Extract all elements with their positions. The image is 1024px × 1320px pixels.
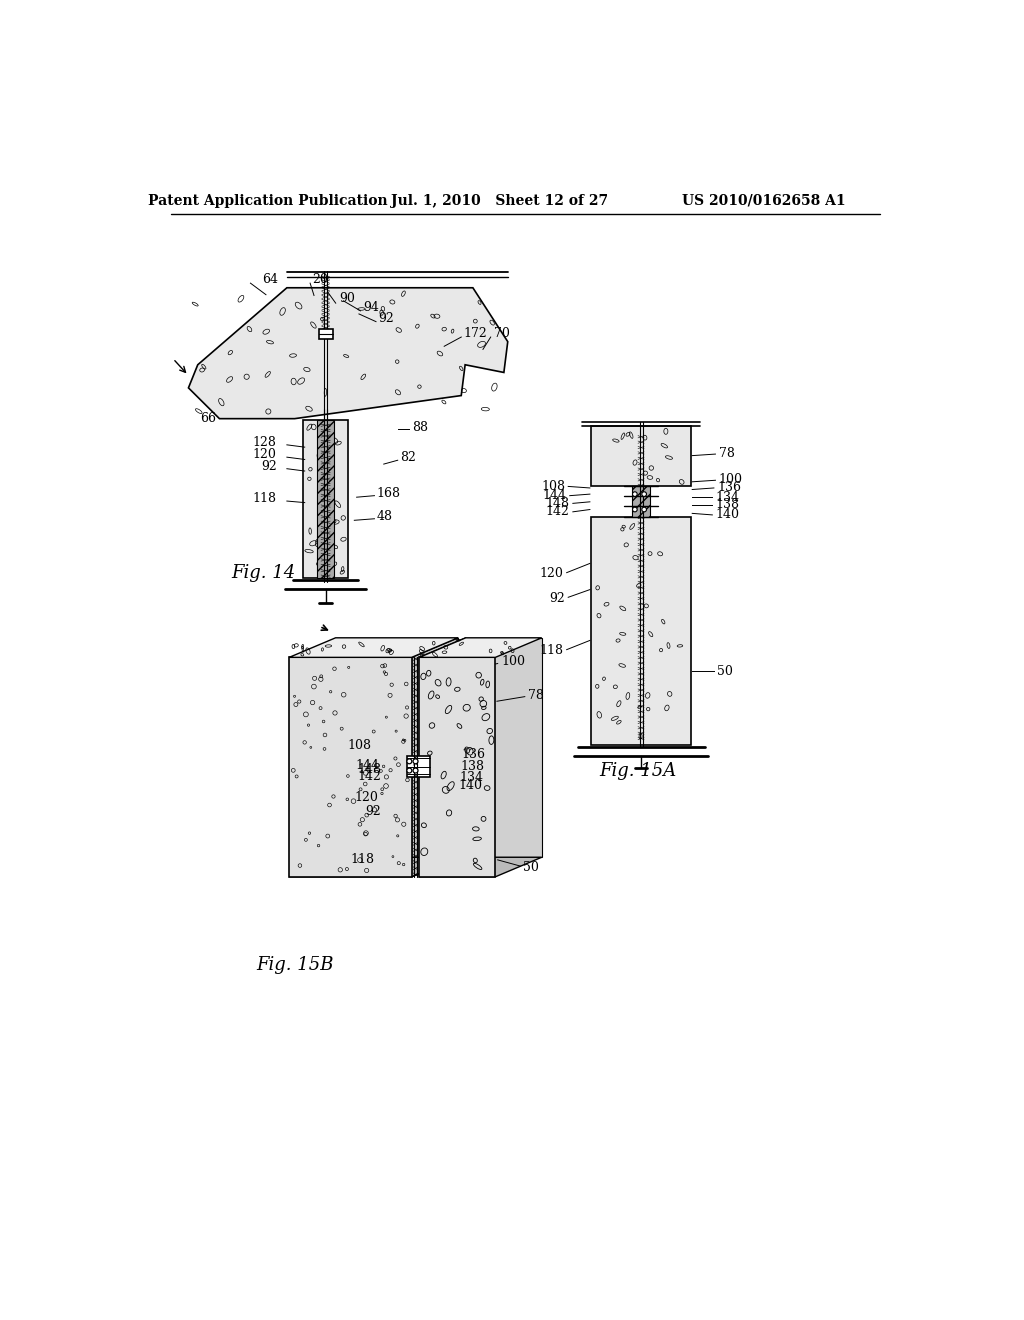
- Polygon shape: [188, 288, 508, 418]
- Polygon shape: [407, 756, 430, 777]
- Text: 148: 148: [546, 496, 569, 510]
- Text: 92: 92: [549, 591, 565, 605]
- Text: 144: 144: [543, 490, 566, 502]
- Text: 94: 94: [362, 301, 379, 314]
- Text: Fig. 15B: Fig. 15B: [256, 957, 334, 974]
- Bar: [592, 426, 690, 487]
- Circle shape: [407, 768, 412, 774]
- Text: 100: 100: [502, 656, 525, 668]
- Polygon shape: [420, 638, 466, 876]
- Text: 66: 66: [200, 412, 216, 425]
- Text: 50: 50: [523, 861, 539, 874]
- Text: 78: 78: [528, 689, 544, 702]
- Bar: [592, 517, 690, 744]
- Polygon shape: [289, 857, 458, 876]
- Text: 138: 138: [461, 760, 484, 774]
- Circle shape: [633, 507, 637, 512]
- Text: 108: 108: [541, 480, 565, 492]
- Text: 78: 78: [719, 446, 734, 459]
- Polygon shape: [420, 857, 542, 876]
- Text: 136: 136: [461, 748, 485, 760]
- Text: 92: 92: [378, 312, 394, 325]
- Text: 136: 136: [717, 480, 741, 494]
- Polygon shape: [303, 420, 348, 578]
- Text: 92: 92: [366, 805, 381, 818]
- Polygon shape: [420, 657, 496, 876]
- Polygon shape: [466, 638, 542, 857]
- Circle shape: [642, 507, 646, 512]
- Text: 20: 20: [312, 273, 329, 286]
- Bar: [318, 330, 333, 339]
- Text: 128: 128: [253, 436, 276, 449]
- Text: 100: 100: [719, 473, 742, 486]
- Polygon shape: [289, 657, 412, 876]
- Text: 168: 168: [377, 487, 400, 500]
- Text: Fig. 15A: Fig. 15A: [599, 762, 677, 780]
- Text: 140: 140: [458, 779, 482, 792]
- Text: 70: 70: [494, 327, 510, 341]
- Text: 108: 108: [347, 739, 372, 751]
- Text: 138: 138: [716, 499, 739, 511]
- Text: 172: 172: [464, 327, 487, 341]
- Polygon shape: [412, 638, 458, 876]
- Bar: [317, 420, 334, 578]
- Text: 120: 120: [540, 566, 563, 579]
- Text: 50: 50: [717, 665, 733, 677]
- Text: 134: 134: [716, 491, 739, 504]
- Text: 118: 118: [350, 853, 375, 866]
- Circle shape: [413, 768, 418, 774]
- Text: 82: 82: [400, 451, 416, 465]
- Text: 118: 118: [540, 644, 563, 657]
- Text: Fig. 14: Fig. 14: [231, 564, 295, 582]
- Text: 140: 140: [716, 508, 739, 521]
- Text: 88: 88: [413, 421, 428, 434]
- Text: US 2010/0162658 A1: US 2010/0162658 A1: [682, 194, 846, 207]
- Text: Jul. 1, 2010   Sheet 12 of 27: Jul. 1, 2010 Sheet 12 of 27: [391, 194, 608, 207]
- Text: 142: 142: [357, 770, 381, 783]
- Text: 142: 142: [546, 506, 569, 519]
- Text: Patent Application Publication: Patent Application Publication: [147, 194, 387, 207]
- Text: 134: 134: [460, 771, 483, 784]
- Bar: [632, 487, 650, 517]
- Text: 48: 48: [377, 510, 393, 523]
- Text: 120: 120: [354, 791, 378, 804]
- Text: 90: 90: [339, 292, 354, 305]
- Circle shape: [642, 492, 646, 496]
- Text: 64: 64: [262, 273, 279, 286]
- Circle shape: [413, 759, 418, 764]
- Polygon shape: [336, 638, 458, 857]
- Text: 148: 148: [357, 763, 381, 776]
- Text: 118: 118: [253, 492, 276, 506]
- Polygon shape: [420, 638, 542, 657]
- Text: 144: 144: [356, 759, 380, 772]
- Circle shape: [633, 492, 637, 496]
- Circle shape: [407, 759, 412, 764]
- Text: 92: 92: [261, 459, 276, 473]
- Text: 120: 120: [253, 449, 276, 462]
- Polygon shape: [289, 638, 458, 657]
